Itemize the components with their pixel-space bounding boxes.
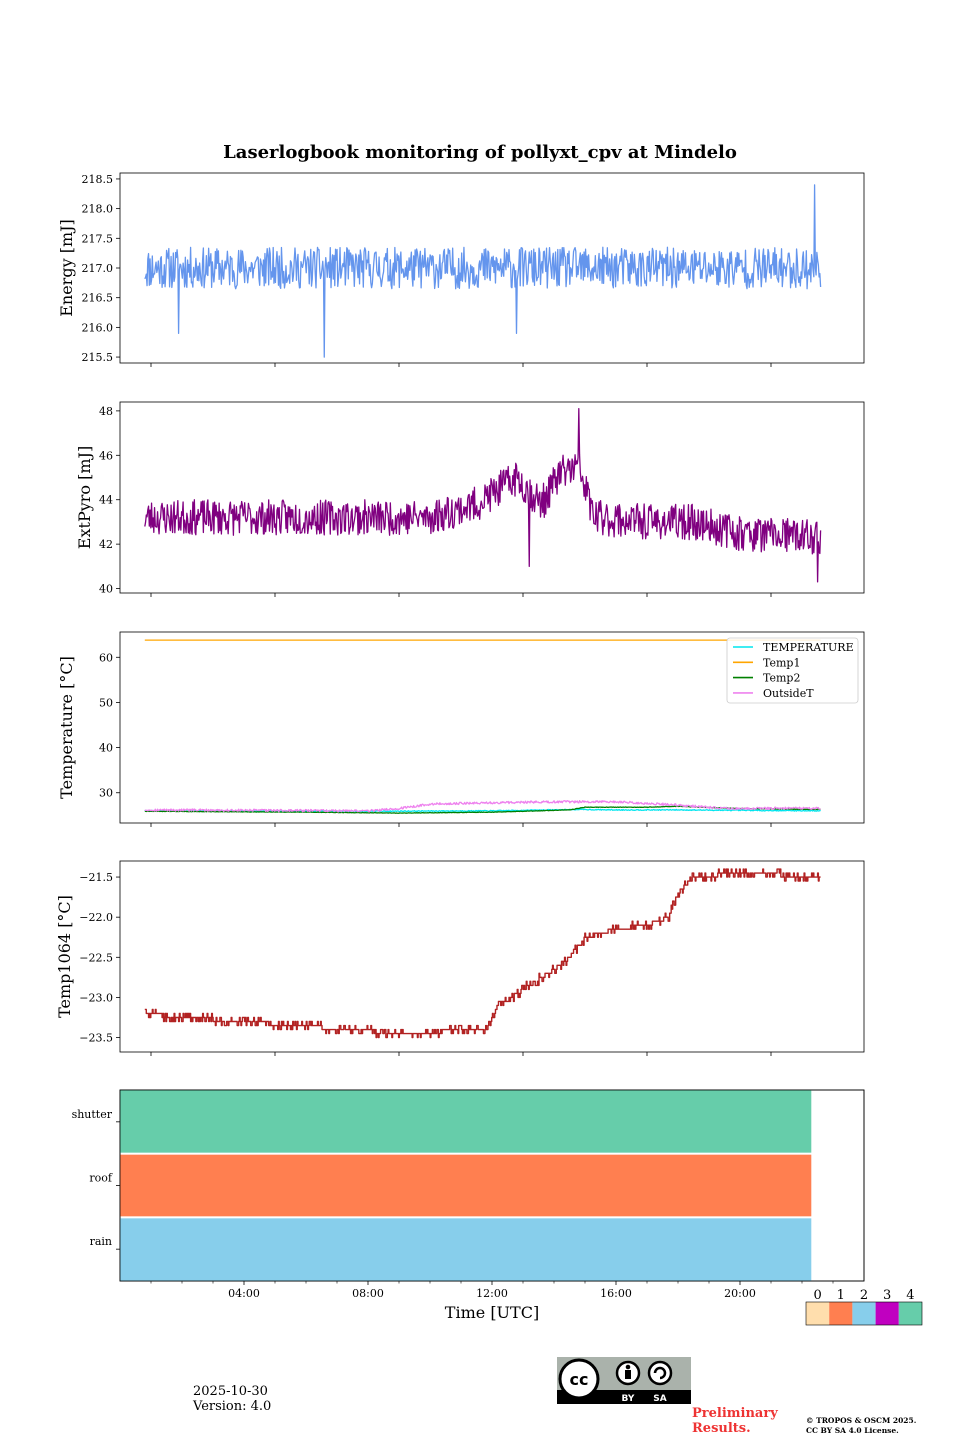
- y-tick-label: 50: [99, 696, 113, 709]
- version-label: Version: 4.0: [193, 1399, 272, 1414]
- status-band-rain: [120, 1218, 812, 1281]
- series-line-outsidet: [144, 800, 821, 813]
- legend-box: [726, 637, 859, 704]
- row-label-shutter: shutter: [72, 1108, 113, 1121]
- row-label-roof: roof: [89, 1172, 113, 1185]
- y-tick-label: −21.5: [79, 871, 113, 884]
- series-line-extpyro: [144, 408, 822, 583]
- y-tick-label: 218.5: [82, 173, 114, 186]
- subplot-2: 40 42 44 46 48 ExtPyro [mJ]: [75, 401, 865, 597]
- series-line-temp1064: [144, 868, 821, 1039]
- cc-label: cc: [570, 1370, 589, 1389]
- colorbar-label: 4: [906, 1288, 914, 1303]
- y-axis-label: Energy [mJ]: [57, 219, 76, 317]
- y-axis-label: Temperature [°C]: [57, 656, 76, 799]
- sa-label: SA: [653, 1394, 666, 1404]
- x-tick-label: 04:00: [228, 1287, 260, 1300]
- plot-frame: [119, 860, 865, 1053]
- row-label-rain: rain: [90, 1235, 112, 1248]
- y-tick-label: 60: [99, 651, 113, 664]
- y-axis-label: ExtPyro [mJ]: [75, 446, 94, 549]
- series-line-energy: [144, 184, 822, 358]
- preliminary-label: Preliminary Results.: [692, 1406, 778, 1436]
- colorbar-swatch: [806, 1302, 830, 1325]
- y-tick-label: 215.5: [82, 351, 114, 364]
- y-tick-label: 46: [99, 449, 113, 462]
- plot-frame: [119, 401, 865, 594]
- x-tick-label: 08:00: [352, 1287, 384, 1300]
- copyright-line-1: © TROPOS & OSCM 2025.: [806, 1416, 917, 1425]
- legend-label: TEMPERATURE: [763, 641, 854, 654]
- status-band-shutter: [120, 1090, 812, 1153]
- y-tick-label: 44: [99, 494, 113, 507]
- colorbar-label: 1: [837, 1288, 845, 1303]
- colorbar-label: 3: [883, 1288, 891, 1303]
- y-axis-label: Temp1064 [°C]: [55, 895, 74, 1018]
- colorbar-label: 0: [813, 1288, 821, 1303]
- copyright-line-2: CC BY SA 4.0 License.: [806, 1426, 899, 1435]
- subplot-4: −23.5 −23.0 −22.5 −22.0 −21.5 Temp1064 [°C]: [55, 860, 865, 1056]
- x-tick-label: 16:00: [600, 1287, 632, 1300]
- colorbar-label: 2: [860, 1288, 868, 1303]
- date-label: 2025-10-30: [193, 1384, 268, 1399]
- y-tick-label: 216.0: [82, 321, 114, 334]
- subplot-5: shutter roof rain 04:00 08:00 12:00 16:00 20:00…: [72, 1089, 865, 1322]
- colorbar-frame: [805, 1301, 923, 1326]
- colorbar-swatch: [829, 1302, 853, 1325]
- copyright-note: © TROPOS & OSCM 2025. CC BY SA 4.0 Licen…: [806, 1416, 916, 1436]
- x-tick-label: 20:00: [724, 1287, 756, 1300]
- y-tick-label: 216.5: [82, 292, 114, 305]
- subplot-3: 30 40 50 60 Temperature [°C] TEMPERATURE Temp1…: [57, 631, 865, 827]
- y-tick-label: 217.0: [82, 262, 114, 275]
- y-tick-label: −23.5: [79, 1032, 113, 1045]
- y-tick-label: 218.0: [82, 203, 114, 216]
- status-band-roof: [120, 1154, 812, 1217]
- y-tick-label: 42: [99, 538, 113, 551]
- subplot-1: 215.5 216.0 216.5 217.0 217.5 218.0 218.5 Energ…: [57, 172, 865, 367]
- chart-title: Laserlogbook monitoring of pollyxt_cpv a…: [223, 142, 737, 163]
- y-tick-label: 48: [99, 405, 113, 418]
- legend-label: OutsideT: [763, 687, 814, 700]
- cc-by-sa-badge-icon: cc BY SA: [557, 1357, 691, 1404]
- colorbar-swatch: [898, 1302, 922, 1325]
- by-label: BY: [622, 1394, 635, 1404]
- colorbar-swatch: [875, 1302, 899, 1325]
- legend-label: Temp1: [763, 656, 800, 669]
- y-tick-label: 40: [99, 742, 113, 755]
- y-tick-label: 40: [99, 583, 113, 596]
- colorbar-swatch: [852, 1302, 876, 1325]
- legend: TEMPERATURE Temp1 Temp2 OutsideT: [726, 637, 859, 704]
- footer-info: 2025-10-30 Version: 4.0: [193, 1384, 271, 1414]
- y-tick-label: 217.5: [82, 232, 114, 245]
- x-axis-label: Time [UTC]: [445, 1303, 539, 1322]
- y-tick-label: −22.5: [79, 951, 113, 964]
- y-tick-label: −22.0: [79, 911, 113, 924]
- x-tick-label: 12:00: [476, 1287, 508, 1300]
- y-tick-label: −23.0: [79, 991, 113, 1004]
- y-tick-label: 30: [99, 787, 113, 800]
- legend-label: Temp2: [763, 672, 800, 685]
